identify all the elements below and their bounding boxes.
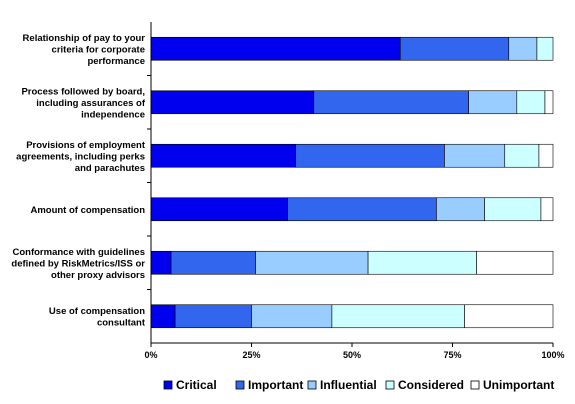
category-label: Conformance with guidelines defined by Ri… — [11, 247, 145, 281]
bar-segment-considered — [504, 143, 540, 168]
bar-segment-critical — [150, 143, 297, 168]
bar-segment-influential — [444, 143, 506, 168]
bar-segment-critical — [150, 90, 315, 115]
category-label-line: and parachutes — [75, 163, 145, 174]
category-label-line: independence — [81, 109, 145, 120]
legend-swatch-unimportant — [470, 380, 480, 390]
bar-segment-unimportant — [476, 250, 554, 275]
category-label-line: Conformance with guidelines — [13, 247, 146, 258]
bar-segment-considered — [484, 197, 542, 222]
category-label-line: Use of compensation — [49, 306, 145, 317]
bar-segment-unimportant — [464, 304, 554, 329]
bar-segment-influential — [251, 304, 333, 329]
x-tick-label: 25% — [242, 350, 260, 360]
category-label: Amount of compensation — [30, 205, 145, 216]
bar-segment-critical — [150, 36, 401, 61]
bar-segment-unimportant — [538, 143, 554, 168]
axes — [147, 22, 553, 344]
bar-segment-influential — [255, 250, 369, 275]
bar-segment-considered — [516, 90, 546, 115]
legend: Critical Important Influential Considered Un… — [163, 378, 554, 392]
bar-segment-important — [399, 36, 510, 61]
category-label-line: including assurances of — [36, 98, 146, 109]
bar-segment-critical — [150, 197, 288, 222]
category-label-line: defined by RiskMetrics/ISS or — [11, 258, 145, 269]
legend-label-influential: Influential — [320, 378, 377, 392]
x-tick-label: 100% — [541, 350, 564, 360]
legend-label-considered: Considered — [398, 378, 464, 392]
category-label: Process followed by board, including assu… — [21, 86, 145, 120]
bar-segment-important — [287, 197, 437, 222]
bar-segment-influential — [468, 90, 518, 115]
legend-swatch-influential — [307, 380, 317, 390]
bar-segment-considered — [367, 250, 477, 275]
category-label-line: Amount of compensation — [30, 205, 145, 216]
legend-swatch-critical — [163, 380, 173, 390]
x-axis-ticks: 0% 25% 50% 75% 100% — [144, 343, 565, 360]
bar-segment-critical — [150, 304, 176, 329]
bar-segment-influential — [508, 36, 538, 61]
bar-segment-important — [170, 250, 256, 275]
bar-segment-influential — [436, 197, 485, 222]
legend-label-important: Important — [248, 378, 303, 392]
bar-segment-important — [313, 90, 469, 115]
legend-label-critical: Critical — [176, 378, 217, 392]
bar-segment-unimportant — [544, 90, 554, 115]
x-tick-label: 50% — [343, 350, 361, 360]
legend-label-unimportant: Unimportant — [483, 378, 554, 392]
category-labels: Relationship of pay to your criteria for … — [11, 33, 145, 329]
legend-swatch-considered — [385, 380, 395, 390]
category-label-line: criteria for corporate — [52, 44, 145, 55]
bar-segment-unimportant — [540, 197, 554, 222]
category-label-line: performance — [87, 56, 145, 67]
legend-swatch-important — [235, 380, 245, 390]
bar-segment-critical — [150, 250, 172, 275]
category-label-line: agreements, including perks — [16, 151, 145, 162]
category-label-line: Relationship of pay to your — [23, 33, 146, 44]
bar-segment-considered — [331, 304, 465, 329]
category-label: Relationship of pay to your criteria for … — [23, 33, 146, 67]
category-label-line: other proxy advisors — [51, 270, 145, 281]
bars — [150, 36, 554, 329]
bar-segment-important — [295, 143, 445, 168]
category-label-line: Provisions of employment — [26, 140, 146, 151]
category-label-line: Process followed by board, — [21, 86, 145, 97]
category-label: Provisions of employment agreements, incl… — [16, 140, 146, 174]
category-label: Use of compensation consultant — [49, 306, 146, 329]
category-label-line: consultant — [97, 318, 146, 329]
x-tick-label: 0% — [144, 350, 157, 360]
bar-segment-important — [174, 304, 252, 329]
bar-segment-considered — [536, 36, 554, 61]
x-tick-label: 75% — [443, 350, 461, 360]
